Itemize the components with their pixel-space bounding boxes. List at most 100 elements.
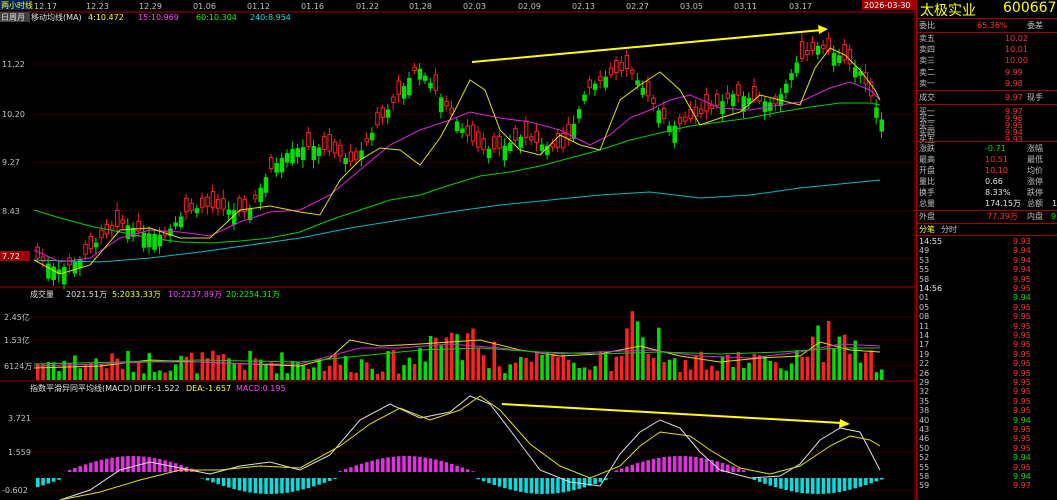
volume-bar	[110, 353, 114, 380]
macd-bar	[630, 464, 635, 472]
period-button-bg[interactable]	[0, 12, 30, 22]
volume-tick: 1.53亿	[4, 335, 30, 345]
volume-bar	[407, 357, 412, 380]
macd-bar	[67, 469, 72, 472]
volume-bar	[386, 350, 390, 380]
tick-time: 01	[919, 293, 930, 303]
macd-bar	[142, 456, 146, 472]
macd-bar	[99, 459, 104, 472]
candle-body	[486, 148, 492, 159]
volume-bar	[805, 356, 810, 380]
stock-name: 太极实业	[920, 3, 976, 19]
volume-bar	[455, 334, 459, 380]
volume-bar	[327, 365, 332, 380]
macd-bar	[784, 478, 788, 491]
macd-bar	[619, 468, 624, 472]
macd-bar	[243, 478, 247, 492]
candle-body	[348, 151, 354, 162]
candle-body	[269, 157, 274, 170]
macd-bar	[667, 456, 672, 472]
macd-bar	[476, 478, 481, 480]
volume-bar	[534, 352, 539, 380]
macd-bar	[752, 478, 757, 481]
volume-bar	[667, 359, 672, 380]
volume-bar	[858, 362, 863, 380]
tick-row: 40 9.94	[917, 416, 1057, 425]
candle-body	[847, 48, 853, 65]
macd-bar	[78, 466, 82, 472]
macd-bar	[524, 478, 528, 493]
tick-row: 05 9.95	[917, 303, 1057, 312]
candle-body	[852, 67, 858, 78]
ma60-line	[33, 102, 881, 244]
candle-body	[837, 55, 842, 63]
tick-time: 59	[919, 481, 930, 491]
candle-body	[465, 125, 470, 136]
candle-body	[651, 97, 656, 104]
buy-label: 买五	[919, 135, 935, 144]
volume-bar	[312, 367, 316, 380]
macd-bar	[258, 478, 263, 494]
tick-row: 59 9.97	[917, 481, 1057, 490]
volume-bar	[678, 372, 682, 380]
date-tick: 01.22	[356, 2, 379, 11]
volume-bar	[471, 328, 475, 380]
candle-body	[470, 124, 476, 142]
macd-value: MACD:0.195	[236, 384, 286, 393]
candle-body	[93, 242, 99, 248]
date-tick: 03.17	[789, 2, 812, 11]
volume-bar	[614, 356, 619, 380]
buy-row: 买五 9.93	[917, 134, 1057, 145]
macd-bar	[561, 478, 566, 493]
macd-axis: 3.721 1.559 -0.602	[2, 414, 31, 495]
candle-body	[194, 208, 200, 214]
candle-body	[40, 256, 46, 262]
kline-chart[interactable]: 12.17 12.23 12.29 01.06 01.12 01.16 01.2…	[0, 0, 916, 500]
stat-row: 换手 8.33% 跌停	[917, 187, 1057, 198]
candle-body	[369, 132, 375, 141]
stat-row: 量比 0.66 涨停	[917, 176, 1057, 187]
candle-body	[879, 119, 884, 132]
volume-bar	[163, 372, 167, 380]
candle-body	[247, 208, 253, 221]
candle-body	[752, 86, 757, 101]
macd-bar	[120, 456, 125, 472]
volume-bar	[67, 363, 72, 380]
macd-bar	[41, 478, 45, 486]
macd-bar	[731, 466, 735, 472]
volume-bar	[582, 367, 587, 380]
tick-row: 17 9.95	[917, 340, 1057, 349]
tick-price: 9.94	[1013, 415, 1031, 425]
volume-bar	[736, 351, 741, 380]
macd-dea-line	[59, 395, 881, 500]
vol-ma10: 10:2237.89万	[168, 290, 222, 299]
tick-row: 46 9.95	[917, 434, 1057, 443]
period-button[interactable]: 日周月	[1, 13, 25, 22]
divider	[917, 90, 1057, 91]
tick-time: 17	[919, 340, 930, 350]
macd-bar	[94, 461, 98, 472]
macd-bar	[678, 456, 682, 472]
stock-code: 600667	[1003, 0, 1057, 16]
buy-row: 买一 9.97	[917, 106, 1057, 117]
tick-price: 9.94	[1013, 472, 1031, 481]
stat-row: 最高 10.51 最低	[917, 154, 1057, 165]
macd-bar	[439, 460, 443, 472]
candle-body	[332, 141, 338, 154]
tab-fenshi[interactable]: 分时	[941, 225, 957, 234]
macd-bar	[842, 478, 847, 491]
candle-body	[306, 131, 311, 148]
volume-bar	[460, 360, 465, 380]
stat-value: 8.33%	[985, 188, 1011, 197]
volume-bar	[795, 350, 799, 380]
volume-bar	[237, 362, 242, 380]
candle-body	[131, 227, 136, 237]
candle-body	[401, 86, 407, 99]
volume-bar	[333, 354, 337, 380]
macd-bar	[593, 478, 597, 484]
cursor-label-bg	[0, 0, 30, 10]
volume-bar	[747, 362, 751, 380]
tick-time: 11	[919, 321, 930, 331]
tab-fenbi[interactable]: 分笔	[919, 225, 935, 234]
candle-body	[683, 116, 688, 122]
